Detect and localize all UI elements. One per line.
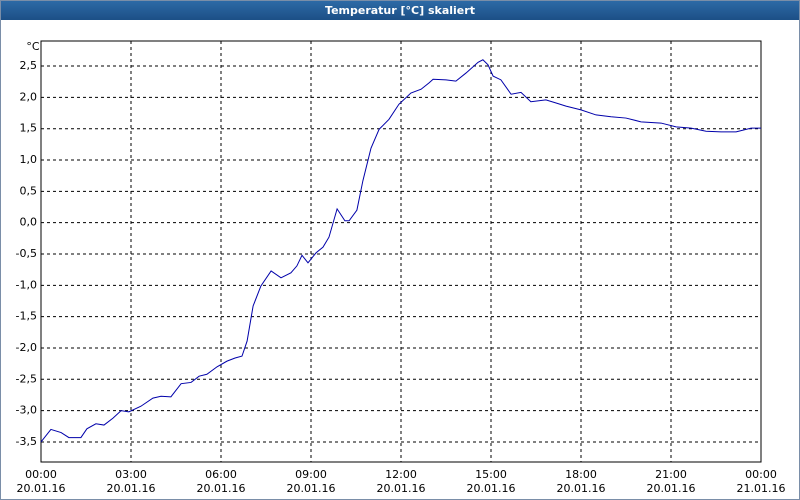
y-tick-label: -1,0 [16,278,37,291]
y-tick-label: 2,5 [20,59,38,72]
x-tick-label: 00:00 21.01.16 [736,468,786,495]
x-tick-label: 09:00 20.01.16 [286,468,336,495]
y-tick-label: 2,0 [20,90,38,103]
y-tick-label: 1,0 [20,153,38,166]
y-tick-label: -1,5 [16,310,37,323]
x-tick-label: 00:00 20.01.16 [16,468,66,495]
y-tick-label: -3,0 [16,404,37,417]
y-unit: °C [26,40,40,53]
chart-title: Temperatur [°C] skaliert [1,1,799,20]
y-tick-label: 0,5 [20,184,38,197]
y-tick-label: -0,5 [16,247,37,260]
x-tick-label: 12:00 20.01.16 [376,468,426,495]
x-tick-label: 03:00 20.01.16 [106,468,156,495]
y-tick-label: -2,0 [16,341,37,354]
y-tick-label: 0,0 [20,216,38,229]
x-tick-label: 21:00 20.01.16 [646,468,696,495]
y-tick-label: 1,5 [20,122,38,135]
x-tick-label: 18:00 20.01.16 [556,468,606,495]
x-tick-label: 06:00 20.01.16 [196,468,246,495]
y-tick-label: -2,5 [16,372,37,385]
data-line [40,59,761,443]
y-tick-label: -3,5 [16,435,37,448]
x-tick-label: 15:00 20.01.16 [466,468,516,495]
